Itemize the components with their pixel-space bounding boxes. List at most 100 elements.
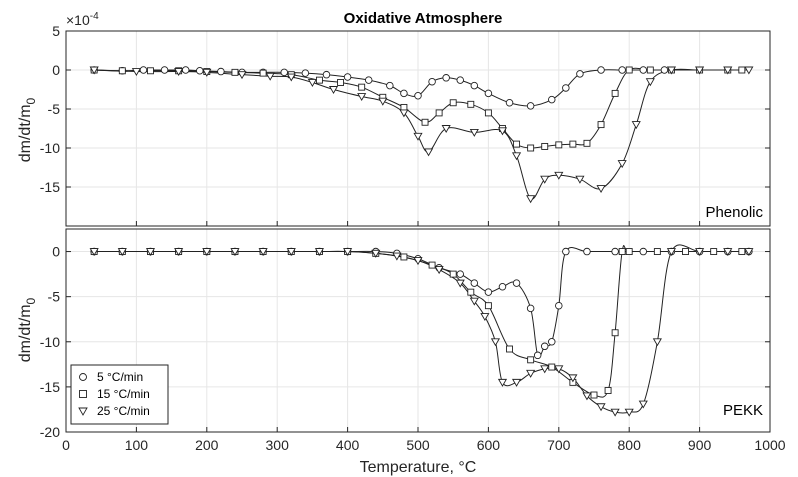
bottom-series-2-marker bbox=[230, 248, 240, 257]
bottom-series-2-marker bbox=[638, 400, 648, 409]
top-series-2-marker bbox=[695, 66, 705, 75]
top-series-2-marker bbox=[497, 127, 508, 136]
exponent-label: ×10-4 bbox=[66, 11, 99, 28]
bottom-series-0-marker bbox=[470, 279, 479, 287]
top-y-ticks: 5 0 -5 -10 -15 bbox=[40, 23, 771, 226]
x-tick-label: 700 bbox=[547, 437, 571, 453]
bottom-series-1-marker bbox=[548, 363, 556, 371]
top-series-1-marker bbox=[738, 66, 746, 74]
top-series-2-marker bbox=[378, 97, 388, 106]
bottom-y-tick-label: -20 bbox=[40, 424, 60, 440]
top-series-1-marker bbox=[583, 139, 591, 147]
bottom-series-2-marker bbox=[145, 248, 156, 257]
x-tick-label: 600 bbox=[477, 437, 501, 453]
chart-title: Oxidative Atmosphere bbox=[344, 10, 503, 27]
bottom-series-1-marker bbox=[625, 248, 633, 256]
top-series-1-marker bbox=[315, 76, 323, 84]
bottom-y-tick-label: -15 bbox=[40, 379, 60, 395]
top-y-tick-label: -10 bbox=[40, 140, 60, 156]
top-series-1-marker bbox=[467, 100, 475, 108]
top-series-0-marker bbox=[428, 77, 436, 86]
top-series-0-marker bbox=[660, 66, 669, 74]
top-series-1-marker bbox=[513, 140, 521, 148]
bottom-series-2-marker bbox=[117, 248, 127, 257]
bottom-y-axis-label: dm/dt/m0 bbox=[17, 297, 38, 362]
bottom-y-ticks: 0 -5 -10 -15 -20 bbox=[40, 244, 771, 440]
top-series-2-marker bbox=[328, 86, 339, 95]
legend-entry-25: 25 °C/min bbox=[97, 404, 150, 418]
bottom-series-2-marker bbox=[540, 365, 550, 374]
bottom-series-1-marker bbox=[527, 356, 535, 364]
top-series-2-marker bbox=[596, 185, 606, 194]
bottom-series-1-marker bbox=[618, 248, 626, 256]
top-series-1-marker bbox=[358, 83, 366, 91]
bottom-series-2-marker bbox=[469, 297, 479, 306]
bottom-y-tick-label: -10 bbox=[40, 334, 60, 350]
top-series-1-marker bbox=[484, 109, 492, 117]
top-series-2-marker bbox=[399, 109, 409, 118]
top-series-2-marker bbox=[307, 79, 317, 87]
bottom-series-0-marker bbox=[533, 351, 542, 360]
bottom-y-tick-label: -5 bbox=[48, 289, 61, 305]
bottom-series-2-marker bbox=[652, 338, 662, 347]
top-series-2-marker bbox=[131, 68, 141, 77]
bottom-series-group bbox=[89, 244, 754, 417]
bottom-series-2-marker bbox=[744, 248, 754, 257]
top-y-axis-label: dm/dt/m0 bbox=[17, 97, 38, 162]
top-series-2-marker bbox=[265, 72, 275, 81]
x-tick-label: 500 bbox=[406, 437, 430, 453]
top-series-2-marker bbox=[645, 78, 655, 87]
panel-label-pekk: PEKK bbox=[723, 402, 763, 419]
top-y-tick-label: 0 bbox=[52, 62, 60, 78]
top-series-0-marker bbox=[400, 89, 408, 98]
x-axis-label: Temperature, °C bbox=[360, 459, 477, 476]
bottom-series-0-marker bbox=[512, 279, 521, 287]
bottom-series-2-marker bbox=[434, 266, 444, 275]
top-series-0-marker bbox=[576, 70, 584, 78]
bottom-series-0-marker bbox=[562, 247, 570, 256]
bottom-series-2-marker bbox=[371, 249, 381, 258]
bottom-series-2-marker bbox=[413, 257, 423, 266]
top-series-0-marker bbox=[386, 81, 394, 90]
top-series-0-marker bbox=[639, 66, 648, 74]
top-series-1-marker bbox=[118, 67, 126, 75]
bottom-series-2-marker bbox=[511, 378, 522, 387]
x-tick-label: 300 bbox=[266, 437, 290, 453]
top-series-1-marker bbox=[569, 140, 577, 148]
top-series-0-marker bbox=[322, 70, 331, 79]
bottom-series-2-marker bbox=[554, 365, 564, 374]
top-series-0-marker bbox=[280, 68, 288, 77]
bottom-axes-frame bbox=[65, 228, 771, 433]
legend-circle-marker bbox=[79, 373, 87, 381]
legend-entry-15: 15 °C/min bbox=[97, 387, 150, 401]
bottom-series-0-marker bbox=[639, 247, 648, 256]
bottom-series-2-marker bbox=[455, 279, 465, 288]
top-series-1-marker bbox=[147, 67, 154, 75]
top-axes-frame bbox=[65, 30, 771, 227]
top-series-0-marker bbox=[505, 99, 514, 107]
top-series-0-marker bbox=[456, 76, 464, 84]
bottom-series-0-marker bbox=[526, 304, 535, 313]
bottom-series-2-marker bbox=[314, 248, 325, 257]
top-series-0-marker bbox=[301, 69, 310, 77]
bottom-series-1-marker bbox=[682, 248, 689, 256]
top-series-2-marker bbox=[554, 171, 564, 180]
panel-label-phenolic: Phenolic bbox=[705, 204, 763, 221]
top-series-0-marker bbox=[181, 66, 190, 74]
bottom-series-2-marker bbox=[286, 248, 296, 257]
bottom-series-2-marker bbox=[490, 338, 501, 347]
bottom-series-1-marker bbox=[653, 248, 661, 256]
bottom-series-0-marker bbox=[555, 301, 563, 310]
top-series-1-marker bbox=[625, 66, 633, 74]
bottom-series-1-marker bbox=[738, 248, 746, 256]
bottom-series-2-marker bbox=[526, 369, 536, 378]
bottom-series-1-marker bbox=[590, 391, 598, 399]
top-series-group bbox=[89, 66, 754, 204]
bottom-series-line-2 bbox=[94, 244, 749, 414]
bottom-series-1-marker bbox=[400, 253, 408, 261]
legend-triangle-marker bbox=[78, 407, 88, 416]
top-series-2-marker bbox=[575, 175, 585, 184]
top-panel: 5 0 -5 -10 -15 Phenolic dm/dt/m0 bbox=[17, 23, 771, 227]
bottom-panel: 0 -5 -10 -15 -20 0 100 200 300 400 500 600 700 800 90… bbox=[17, 228, 786, 476]
bottom-series-0-marker bbox=[456, 270, 464, 278]
